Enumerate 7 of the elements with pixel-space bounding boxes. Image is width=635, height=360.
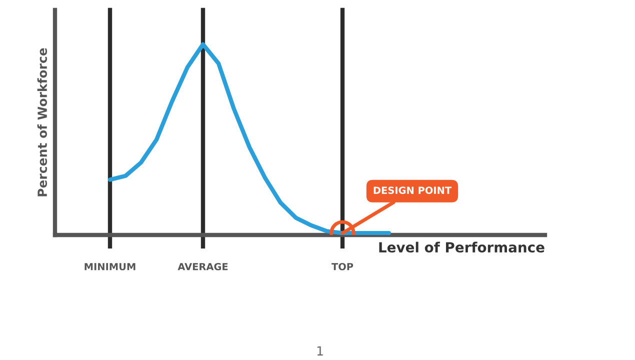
x-tick-label: MINIMUM (84, 263, 136, 270)
y-axis-title: Percent of Workforce (37, 48, 48, 196)
annotation: DESIGN POINT (374, 186, 452, 194)
x-tick-label: AVERAGE (178, 262, 228, 270)
x-axis-title: Level of Performance (379, 242, 544, 253)
text: 1 (317, 346, 323, 356)
x-tick-label: TOP (332, 262, 354, 270)
